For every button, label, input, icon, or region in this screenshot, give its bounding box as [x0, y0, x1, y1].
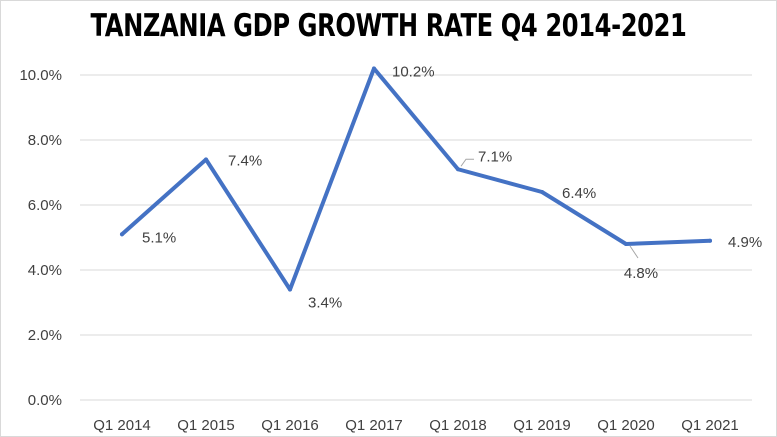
- y-tick-label: 6.0%: [28, 197, 62, 214]
- data-point: [708, 238, 712, 243]
- data-label: 7.4%: [228, 153, 262, 170]
- data-point: [456, 167, 460, 172]
- leader-line: [460, 158, 474, 167]
- data-point: [540, 190, 544, 194]
- data-label: 5.1%: [142, 229, 176, 246]
- x-tick-label: Q1 2018: [429, 417, 487, 434]
- data-point: [372, 66, 376, 71]
- x-tick-label: Q1 2017: [345, 417, 403, 434]
- data-label: 4.9%: [728, 234, 762, 251]
- x-tick-label: Q1 2019: [513, 417, 571, 434]
- x-tick-label: Q1 2021: [681, 417, 739, 434]
- data-point: [204, 157, 208, 162]
- leader-line: [629, 245, 639, 259]
- data-label: 4.8%: [624, 265, 658, 282]
- x-tick-label: Q1 2014: [93, 417, 151, 434]
- y-tick-label: 4.0%: [28, 262, 62, 279]
- data-point: [120, 232, 124, 237]
- x-tick-label: Q1 2015: [177, 417, 235, 434]
- x-tick-label: Q1 2020: [597, 417, 655, 434]
- data-label: 10.2%: [392, 64, 435, 81]
- y-tick-label: 8.0%: [28, 132, 62, 149]
- data-label: 7.1%: [478, 148, 512, 165]
- data-label: 6.4%: [562, 185, 596, 202]
- chart-title: TANZANIA GDP GROWTH RATE Q4 2014-2021: [90, 8, 687, 44]
- data-point: [288, 287, 292, 292]
- y-tick-label: 10.0%: [19, 67, 62, 84]
- series-line: [120, 66, 712, 292]
- data-label: 3.4%: [308, 295, 342, 312]
- y-tick-label: 2.0%: [28, 327, 62, 344]
- data-point: [624, 242, 628, 246]
- y-tick-label: 0.0%: [28, 392, 62, 409]
- x-tick-label: Q1 2016: [261, 417, 319, 434]
